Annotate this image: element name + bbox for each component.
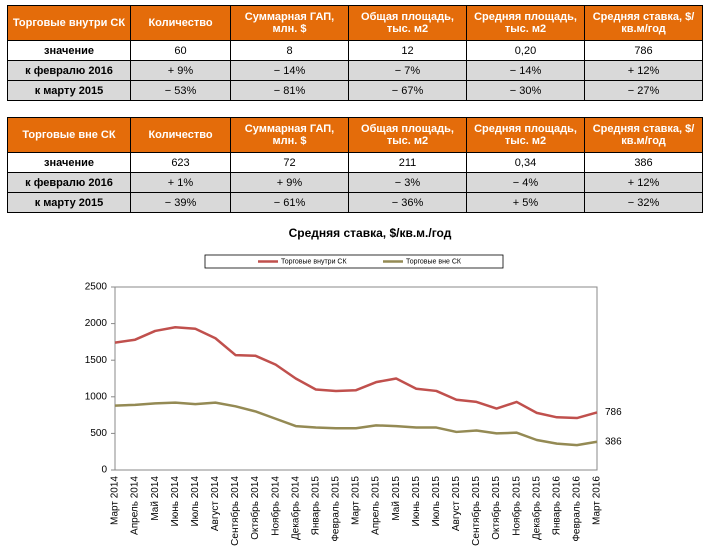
y-tick-label: 1500	[85, 355, 108, 366]
table-cell: Суммарная ГАП, млн. $	[230, 117, 349, 153]
x-tick-label: Август 2015	[451, 476, 462, 532]
table-cell: − 81%	[230, 80, 349, 101]
line-series	[114, 401, 598, 447]
table-cell: − 32%	[584, 192, 703, 213]
table-row: значение 60 8 12 0,20 786	[7, 40, 703, 61]
table-cell: Торговые внутри СК	[7, 5, 131, 41]
x-tick-label: Октябрь 2015	[490, 476, 502, 540]
table-cell: Общая площадь, тыс. м2	[348, 117, 467, 153]
table-cell: + 12%	[584, 172, 703, 193]
table-cell: − 14%	[466, 60, 585, 81]
table-row: Торговые внутри СК Количество Суммарная ГА…	[7, 5, 703, 41]
y-tick-label: 2500	[85, 282, 108, 293]
x-tick-label: Январь 2016	[551, 476, 562, 536]
x-tick-label: Февраль 2016	[572, 476, 583, 542]
table-cell: Суммарная ГАП, млн. $	[230, 5, 349, 41]
x-tick-label: Март 2016	[592, 476, 603, 525]
table-row: значение 623 72 211 0,34 386	[7, 152, 703, 173]
table-cell: 786	[584, 40, 703, 61]
x-tick-label: Октябрь 2014	[249, 476, 261, 540]
table-cell: − 53%	[130, 80, 231, 101]
table: Торговые вне СК Количество Суммарная ГАП, …	[7, 117, 703, 213]
table-cell: 12	[348, 40, 467, 61]
table-cell: 72	[230, 152, 349, 173]
x-tick-label: Декабрь 2014	[289, 476, 301, 540]
legend-box	[204, 254, 504, 269]
table-cell: + 12%	[584, 60, 703, 81]
table-cell: − 3%	[348, 172, 467, 193]
table-cell: 386	[584, 152, 703, 173]
data-label: 386	[605, 436, 622, 447]
table-row: к февралю 2016 + 9% − 14% − 7% − 14% + 12%	[7, 60, 703, 81]
x-tick-label: Ноябрь 2015	[510, 476, 522, 536]
y-tick-label: 0	[101, 465, 107, 476]
chart: Средняя ставка, $/кв.м./год 0 500 1000 1500…	[85, 226, 622, 546]
chart-title: Средняя ставка, $/кв.м./год	[289, 226, 452, 240]
table-row: к февралю 2016 + 1% + 9% − 3% − 4% + 12%	[7, 172, 703, 193]
table-cell: − 39%	[130, 192, 231, 213]
table-cell: 0,20	[466, 40, 585, 61]
x-tick-label: Июнь 2014	[170, 476, 181, 527]
table-cell: к марту 2015	[7, 192, 131, 213]
x-tick-label: Май 2015	[391, 476, 402, 521]
x-tick-label: Сентябрь 2015	[470, 476, 482, 546]
x-tick-label: Апрель 2014	[130, 476, 141, 535]
table-cell: 60	[130, 40, 231, 61]
table-cell: 0,34	[466, 152, 585, 173]
table: Торговые внутри СК Количество Суммарная ГА…	[7, 5, 703, 101]
x-tick-label: Январь 2015	[310, 476, 321, 536]
line-series	[114, 326, 598, 420]
table-cell: значение	[7, 40, 131, 61]
table-cell: 211	[348, 152, 467, 173]
legend-label: Торговые внутри СК	[281, 258, 347, 265]
table-cell: Общая площадь, тыс. м2	[348, 5, 467, 41]
table-cell: + 9%	[230, 172, 349, 193]
legend-label: Торговые вне СК	[406, 258, 462, 265]
table-cell: Количество	[130, 5, 231, 41]
table-row: к марту 2015− 53% − 81% − 67% − 30% − 27%	[7, 80, 703, 101]
x-tick-label: Ноябрь 2014	[269, 476, 281, 536]
table-cell: − 30%	[466, 80, 585, 101]
table-row: Торговые вне СК Количество Суммарная ГАП, …	[7, 117, 703, 153]
table-cell: Количество	[130, 117, 231, 153]
table-cell: Торговые вне СК	[7, 117, 131, 153]
x-tick-label: Февраль 2015	[331, 476, 342, 542]
x-tick-label: Декабрь 2015	[530, 476, 542, 540]
x-tick-label: Март 2014	[110, 476, 121, 525]
plot-area	[114, 286, 598, 471]
table-cell: − 27%	[584, 80, 703, 101]
table-row: к марту 2015− 39% − 61% − 36% + 5% − 32%	[7, 192, 703, 213]
table-cell: + 9%	[130, 60, 231, 81]
x-tick-label: Август 2014	[210, 476, 221, 532]
y-tick-label: 500	[90, 428, 107, 439]
y-tick-label: 1000	[85, 391, 108, 402]
table-cell: Средняя площадь, тыс. м2	[466, 5, 585, 41]
x-tick-label: Апрель 2015	[371, 476, 382, 535]
table-cell: − 36%	[348, 192, 467, 213]
table-cell: Средняя площадь, тыс. м2	[466, 117, 585, 153]
x-tick-label: Сентябрь 2014	[229, 476, 241, 546]
x-tick-label: Июль 2015	[431, 476, 442, 527]
table-cell: к февралю 2016	[7, 172, 131, 193]
table-cell: + 5%	[466, 192, 585, 213]
table-cell: к февралю 2016	[7, 60, 131, 81]
x-tick-label: Март 2015	[351, 476, 362, 525]
table-cell: к марту 2015	[7, 80, 131, 101]
table-cell: − 7%	[348, 60, 467, 81]
table-cell: + 1%	[130, 172, 231, 193]
x-tick-label: Июнь 2015	[411, 476, 422, 527]
table-cell: Средняя ставка, $/кв.м/год	[584, 5, 703, 41]
table-cell: − 4%	[466, 172, 585, 193]
data-label: 786	[605, 407, 622, 418]
table-cell: 8	[230, 40, 349, 61]
table-cell: значение	[7, 152, 131, 173]
table-cell: − 14%	[230, 60, 349, 81]
table-cell: Средняя ставка, $/кв.м/год	[584, 117, 703, 153]
table-cell: 623	[130, 152, 231, 173]
table-cell: − 67%	[348, 80, 467, 101]
y-tick-label: 2000	[85, 318, 108, 329]
x-tick-label: Май 2014	[150, 476, 161, 521]
x-tick-label: Июль 2014	[190, 476, 201, 527]
